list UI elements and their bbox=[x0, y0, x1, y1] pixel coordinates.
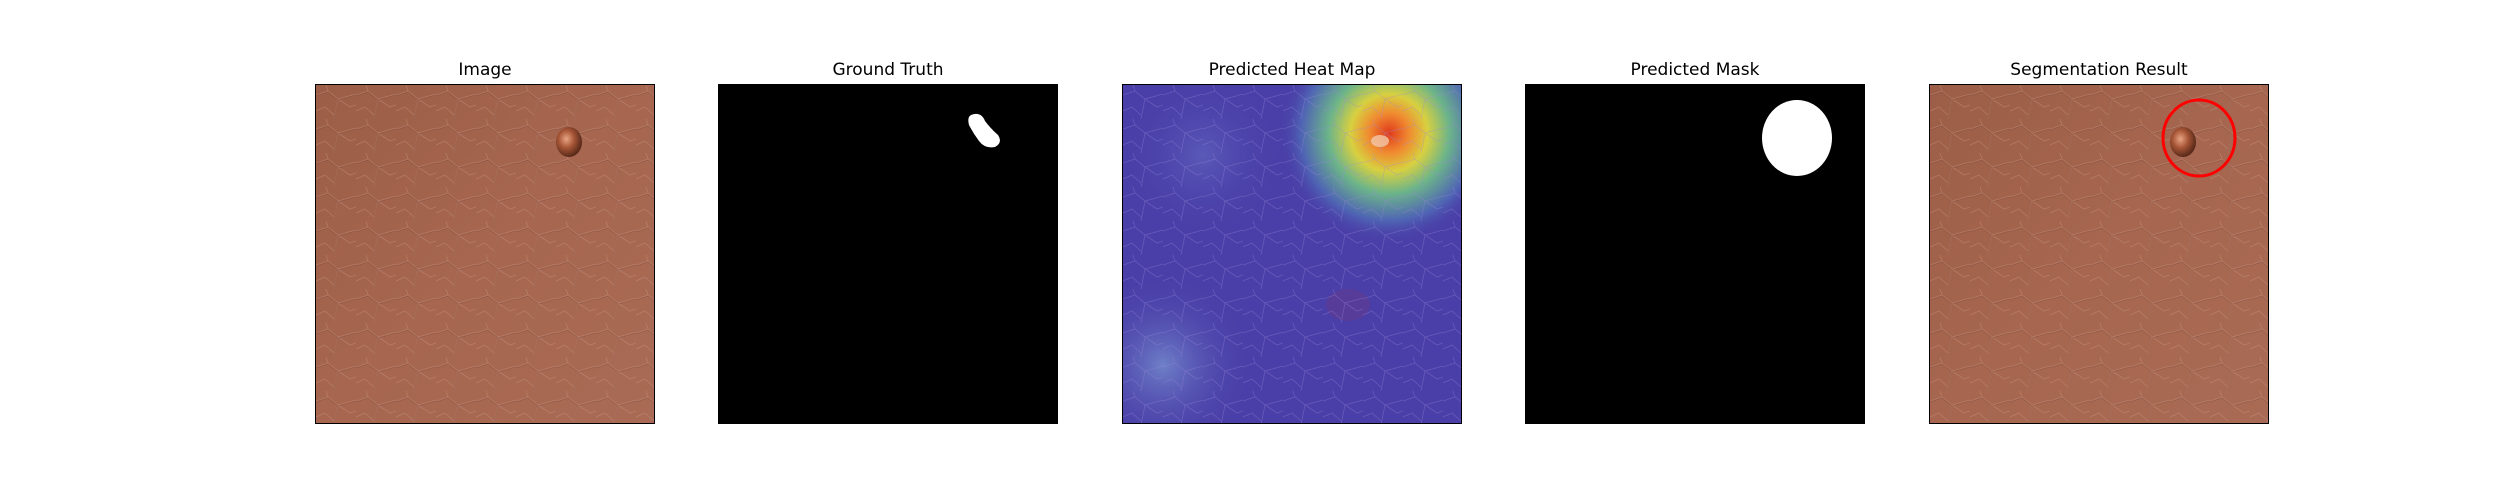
heat-map-image bbox=[1123, 85, 1461, 423]
lesion bbox=[556, 127, 582, 157]
panel-title: Predicted Mask bbox=[1630, 60, 1760, 80]
panel-title: Ground Truth bbox=[832, 60, 944, 80]
segmentation-image bbox=[1930, 85, 2268, 423]
panel-ground-truth: Ground Truth bbox=[718, 60, 1058, 460]
panel-image: Image bbox=[315, 60, 655, 460]
ground-truth-image bbox=[719, 85, 1057, 423]
panel-title: Segmentation Result bbox=[2010, 60, 2188, 80]
segmentation-outline bbox=[2161, 98, 2237, 178]
panel-predicted-mask: Predicted Mask bbox=[1525, 60, 1865, 460]
predicted-region bbox=[1762, 100, 1832, 176]
heat-map bbox=[1122, 84, 1462, 424]
panel-title: Predicted Heat Map bbox=[1208, 60, 1376, 80]
predicted-mask-image bbox=[1526, 85, 1864, 423]
lesion bbox=[2170, 127, 2196, 157]
predicted-mask bbox=[1525, 84, 1865, 424]
original-image bbox=[315, 84, 655, 424]
panel-heat-map: Predicted Heat Map bbox=[1122, 60, 1462, 460]
panel-segmentation-result: Segmentation Result bbox=[1929, 60, 2269, 460]
ground-truth-mask bbox=[718, 84, 1058, 424]
ground-truth-region bbox=[968, 113, 1000, 148]
skin-photo bbox=[316, 85, 654, 423]
segmentation-result bbox=[1929, 84, 2269, 424]
panel-title: Image bbox=[458, 60, 512, 80]
